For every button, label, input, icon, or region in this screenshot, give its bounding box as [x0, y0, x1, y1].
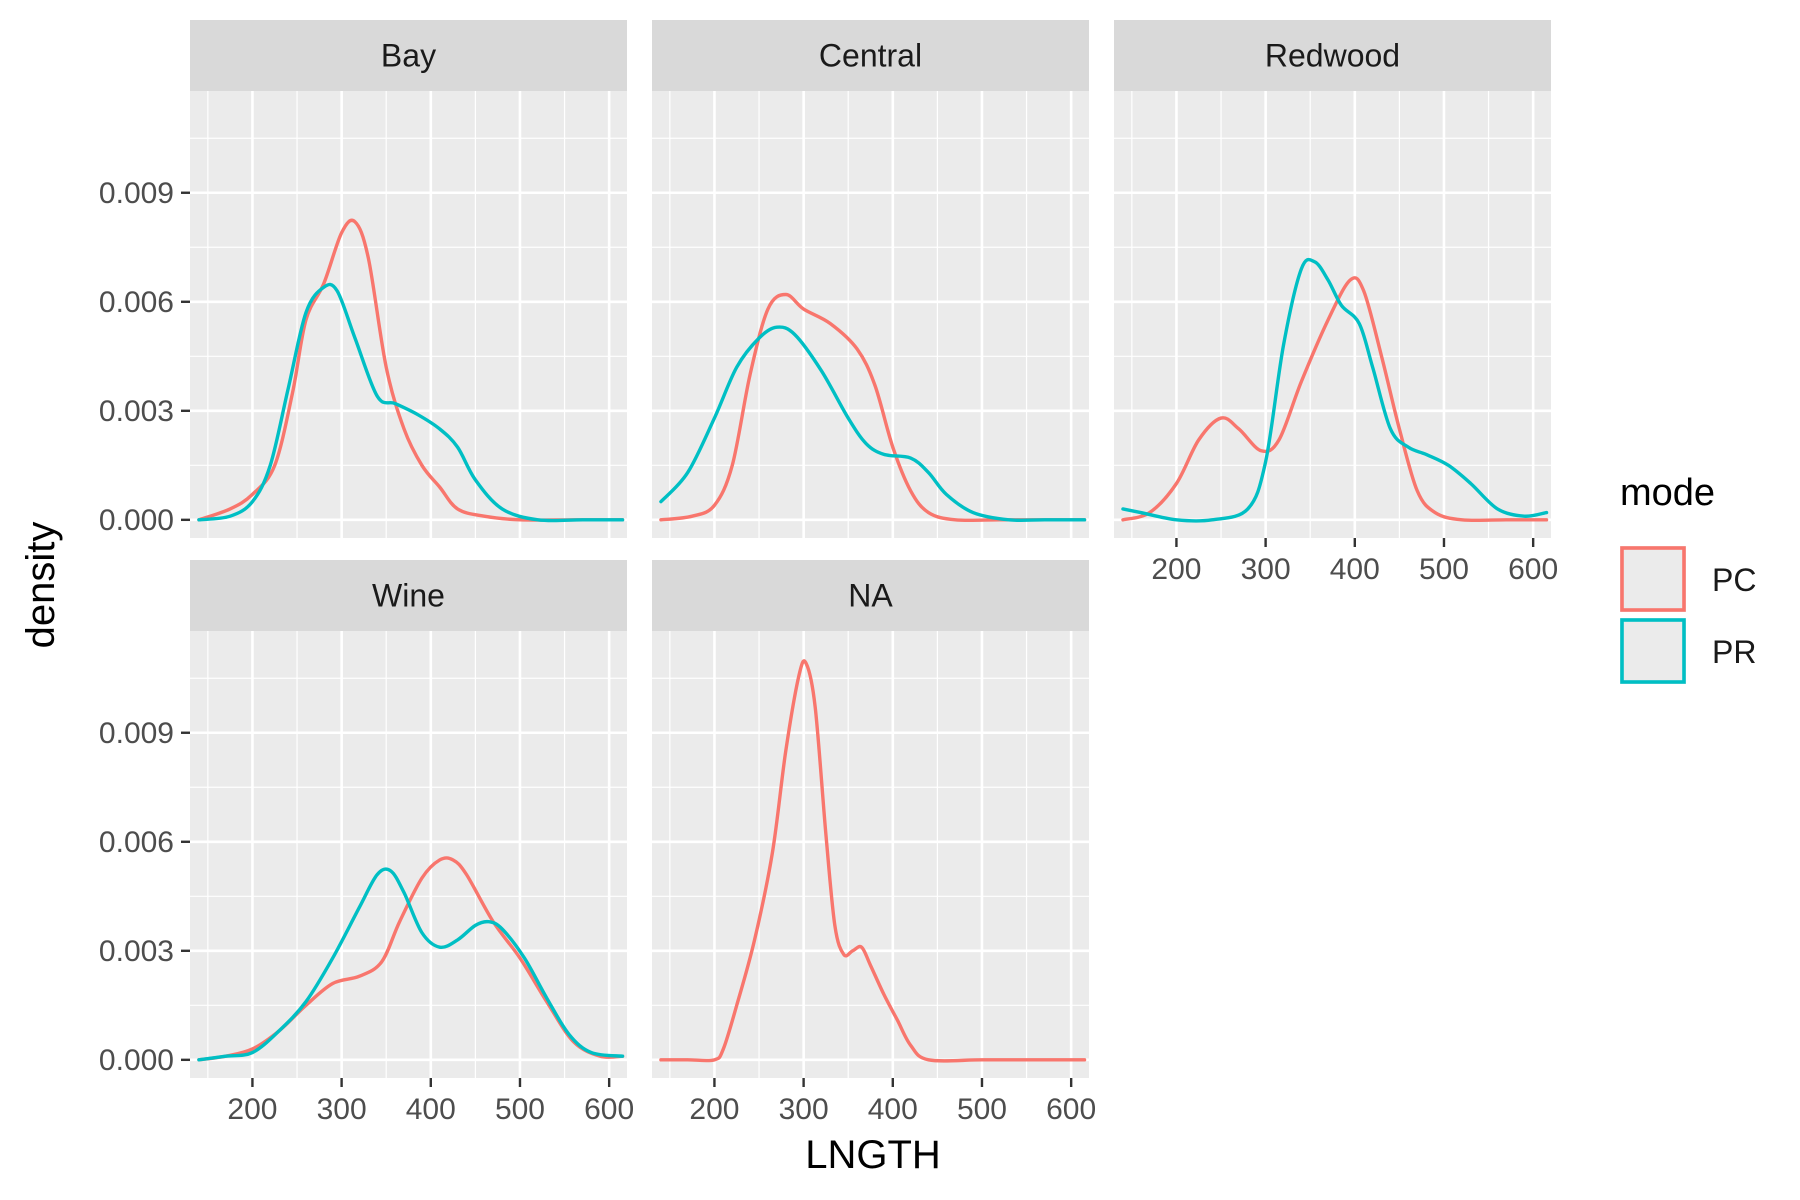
facet-panel-na: NA 200 300 400 500 600 [652, 560, 1096, 1126]
facet-strip-label: Wine [372, 578, 445, 614]
density-line-pc [659, 292, 1087, 523]
facet-panel-bay: Bay 0.000 0.003 0.006 0.009 [99, 20, 627, 538]
x-tick-label: 400 [406, 1093, 456, 1126]
x-tick-label: 500 [1419, 553, 1469, 586]
legend-label: PR [1712, 634, 1756, 670]
legend-label: PC [1712, 562, 1756, 598]
x-tick-label: 300 [317, 1093, 367, 1126]
x-tick-label: 600 [1046, 1093, 1096, 1126]
density-line-pr [197, 282, 625, 523]
y-axis-title: density [19, 522, 63, 649]
panels: Bay 0.000 0.003 0.006 0.009 Central Redwood 200… [99, 20, 1558, 1126]
x-axis-title: LNGTH [805, 1133, 941, 1177]
density-line-pc [1121, 276, 1549, 523]
legend-key-background [1620, 546, 1686, 612]
panel-background [190, 631, 627, 1078]
x-tick-label: 300 [779, 1093, 829, 1126]
x-tick-label: 600 [1508, 553, 1558, 586]
y-tick-label: 0.000 [99, 1044, 174, 1077]
y-tick-label: 0.009 [99, 717, 174, 750]
facet-strip [190, 560, 627, 631]
facet-panel-wine: Wine 0.000 0.003 0.006 0.009 200 300 400 500 600 [99, 560, 634, 1126]
y-tick-label: 0.003 [99, 935, 174, 968]
facet-strip [652, 560, 1089, 631]
facet-strip-label: Redwood [1265, 38, 1400, 74]
facet-strip [652, 20, 1089, 91]
x-tick-label: 400 [1330, 553, 1380, 586]
panel-background [190, 91, 627, 538]
x-tick-label: 400 [868, 1093, 918, 1126]
x-tick-label: 500 [957, 1093, 1007, 1126]
x-tick-label: 200 [689, 1093, 739, 1126]
y-tick-label: 0.009 [99, 177, 174, 210]
legend-key-swatch [1620, 546, 1686, 612]
legend-entry-pc: PC [1620, 546, 1756, 612]
x-tick-label: 200 [227, 1093, 277, 1126]
legend-entry-pr: PR [1620, 618, 1756, 684]
y-tick-label: 0.006 [99, 826, 174, 859]
panel-background [652, 91, 1089, 538]
y-tick-label: 0.003 [99, 395, 174, 428]
facet-panel-redwood: Redwood 200 300 400 500 600 [1114, 20, 1558, 586]
facet-strip-label: Central [819, 38, 922, 74]
facet-strip [1114, 20, 1551, 91]
legend-key-background [1620, 618, 1686, 684]
y-tick-label: 0.000 [99, 504, 174, 537]
x-tick-label: 200 [1151, 553, 1201, 586]
density-line-pr [1121, 257, 1549, 523]
legend-title: mode [1620, 472, 1715, 514]
facet-strip-label: NA [848, 578, 893, 614]
facet-strip [190, 20, 627, 91]
facet-panel-central: Central [652, 20, 1089, 538]
x-tick-label: 600 [584, 1093, 634, 1126]
density-line-pc [197, 218, 625, 522]
facet-strip-label: Bay [381, 38, 436, 74]
density-line-pr [197, 867, 625, 1062]
panel-background [652, 631, 1089, 1078]
legend: mode PC PR [1620, 472, 1756, 684]
x-tick-label: 500 [495, 1093, 545, 1126]
density-line-pr [659, 325, 1087, 523]
legend-key-swatch [1620, 618, 1686, 684]
y-tick-label: 0.006 [99, 286, 174, 319]
x-tick-label: 300 [1241, 553, 1291, 586]
density-line-pc [659, 659, 1087, 1063]
